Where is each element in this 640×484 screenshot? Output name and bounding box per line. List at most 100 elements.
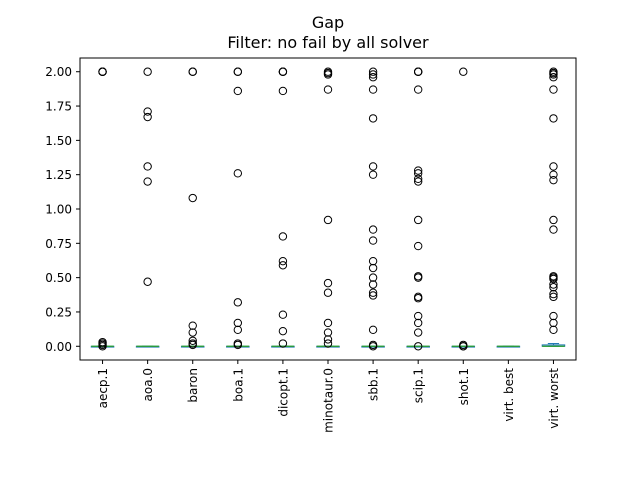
outlier-point [549, 292, 558, 302]
outlier-point [549, 289, 558, 299]
outlier-point [323, 318, 333, 328]
outlier-point [233, 340, 243, 350]
outlier-point [233, 325, 243, 334]
outlier-point [188, 340, 197, 350]
outlier-point [323, 339, 333, 348]
outlier-point [549, 85, 558, 94]
x-tick-label: boa.1 [231, 368, 245, 402]
outlier-point [413, 342, 423, 351]
y-tick-label: 0.50 [45, 271, 72, 285]
x-tick-label: virt. worst [547, 368, 561, 429]
outlier-point [368, 70, 378, 79]
outlier-point [413, 328, 423, 337]
outlier-point [368, 273, 378, 282]
x-tick-label: virt. best [502, 368, 516, 422]
outlier-point [459, 342, 468, 351]
outlier-point [368, 256, 378, 266]
chart-subtitle: Filter: no fail by all solver [227, 33, 429, 52]
outlier-point [549, 114, 558, 123]
y-axis: 0.00 0.25 0.50 0.75 1.00 1.25 1.50 1.75 2.00 [45, 65, 80, 354]
outlier-point [278, 310, 288, 319]
plot-frame [79, 57, 577, 361]
outlier-point [98, 342, 107, 351]
outlier-point [549, 280, 558, 289]
box-group [135, 345, 160, 348]
outlier-point [549, 175, 558, 185]
outlier-point [413, 177, 423, 186]
y-tick-label: 0.75 [45, 237, 72, 251]
boxes-layer [90, 343, 566, 348]
outlier-point [549, 318, 558, 328]
outlier-point [143, 277, 152, 286]
outlier-point [188, 321, 197, 330]
outlier-point [143, 162, 152, 171]
outlier-point [188, 67, 197, 76]
y-tick-label: 2.00 [45, 65, 72, 79]
x-tick-label: scip.1 [412, 368, 426, 403]
outlier-point [459, 67, 468, 76]
outlier-point [278, 256, 288, 266]
outlier-point [549, 283, 558, 292]
outlier-point [413, 166, 423, 175]
outlier-point [413, 67, 423, 76]
outlier-point [233, 67, 243, 76]
outlier-point [368, 291, 378, 300]
x-tick-label: aoa.0 [141, 368, 155, 402]
outlier-point [323, 70, 333, 79]
outlier-point [549, 70, 558, 79]
y-tick-label: 1.75 [45, 100, 72, 114]
outlier-point [143, 177, 152, 186]
y-tick-label: 0.00 [45, 340, 72, 354]
outlier-point [233, 298, 243, 307]
outlier-point [413, 174, 423, 184]
y-tick-label: 1.00 [45, 203, 72, 217]
outlier-point [323, 278, 333, 288]
x-tick-label: shot.1 [457, 368, 471, 405]
outlier-point [188, 193, 197, 203]
y-tick-label: 1.50 [45, 134, 72, 148]
outlier-point [368, 342, 378, 351]
outlier-point [413, 311, 423, 321]
outlier-point [413, 215, 423, 225]
box-group [541, 343, 566, 347]
outlier-point [413, 318, 423, 328]
box-group [361, 345, 385, 348]
x-tick-label: minotaur.0 [322, 368, 336, 433]
outlier-point [368, 114, 378, 123]
outlier-point [413, 294, 423, 303]
outlier-point [549, 225, 558, 234]
outlier-point [368, 288, 378, 297]
outlier-point [413, 169, 423, 178]
box-group [451, 345, 476, 348]
outlier-point [368, 170, 378, 179]
outlier-point [368, 67, 378, 76]
outlier-point [368, 85, 378, 94]
x-axis: aecp.1 aoa.0 baron boa.1 dicopt.1 minotaur.0 s… [96, 360, 561, 433]
outlier-point [368, 73, 378, 82]
y-tick-label: 1.25 [45, 168, 72, 182]
x-tick-label: aecp.1 [96, 368, 110, 408]
box-group [406, 345, 430, 348]
outlier-point [188, 336, 197, 345]
outlier-point [98, 67, 107, 76]
outlier-point [368, 280, 378, 289]
outlier-point [278, 86, 288, 96]
outlier-point [368, 263, 378, 273]
outlier-point [233, 86, 243, 96]
outlier-point [549, 274, 558, 284]
outlier-point [323, 335, 333, 344]
outlier-point [143, 112, 152, 122]
outlier-point [323, 328, 333, 337]
outlier-point [549, 170, 558, 179]
outlier-point [278, 261, 288, 270]
outlier-point [413, 273, 423, 282]
box-group [496, 345, 521, 348]
outlier-point [233, 318, 243, 328]
y-tick-label: 0.25 [45, 305, 72, 319]
outlier-point [323, 288, 333, 297]
x-tick-label: baron [186, 368, 200, 403]
outlier-point [278, 232, 288, 241]
outlier-point [143, 107, 152, 116]
